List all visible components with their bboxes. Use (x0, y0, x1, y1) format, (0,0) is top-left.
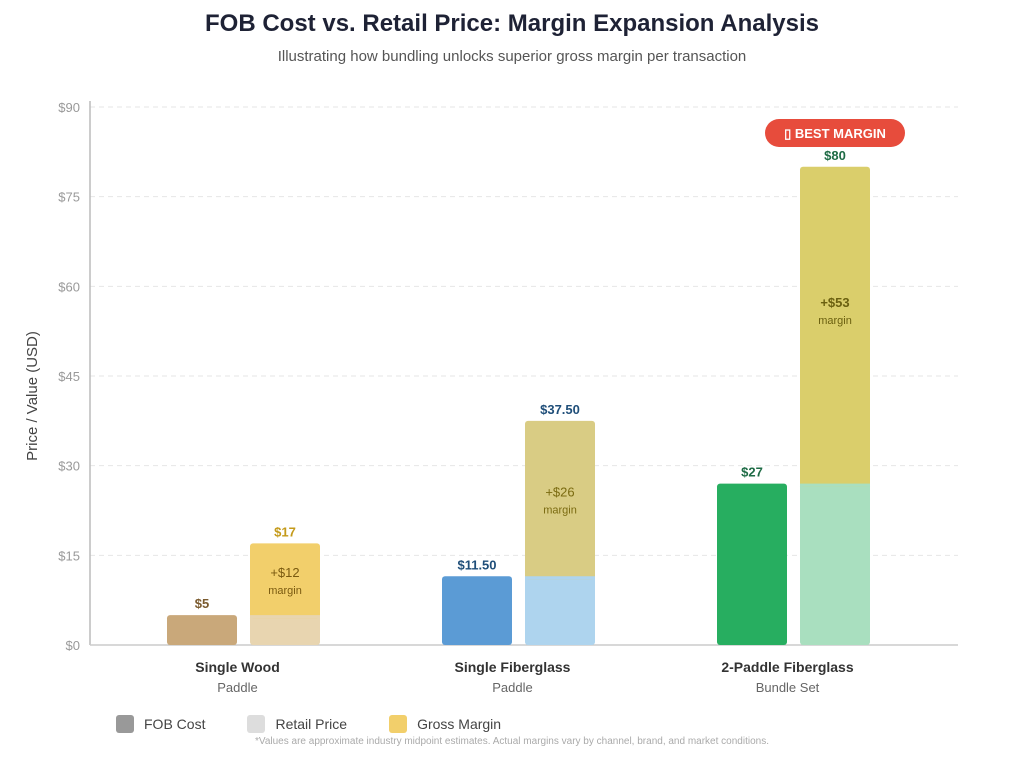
data-label-fob: $27 (741, 465, 763, 480)
bar-gross-margin (250, 543, 320, 619)
bar-retail-base-join (250, 615, 320, 619)
data-label-margin-sub: margin (818, 315, 852, 327)
y-tick-label: $15 (58, 548, 80, 563)
y-tick-label: $0 (66, 638, 80, 653)
bar-fob-cost (167, 615, 237, 645)
x-tick-sublabel: Bundle Set (756, 680, 820, 695)
data-label-retail: $17 (274, 524, 296, 539)
bar-fob-cost (442, 576, 512, 645)
x-tick-sublabel: Paddle (492, 680, 532, 695)
y-tick-label: $30 (58, 459, 80, 474)
legend-swatch-margin (389, 715, 408, 733)
data-label-margin: +$53 (820, 295, 849, 310)
legend-label-fob: FOB Cost (144, 716, 206, 732)
x-tick-label: 2-Paddle Fiberglass (721, 659, 853, 675)
chart-subtitle: Illustrating how bundling unlocks superi… (277, 48, 747, 65)
data-label-retail: $37.50 (540, 402, 580, 417)
y-axis-label: Price / Value (USD) (24, 331, 41, 461)
legend-label-retail: Retail Price (275, 716, 348, 732)
legend-label-margin: Gross Margin (417, 716, 502, 732)
data-label-margin-sub: margin (543, 505, 577, 517)
bar-retail-base (525, 576, 595, 645)
legend-item-margin: Gross Margin (389, 715, 501, 733)
data-label-retail: $80 (824, 148, 846, 163)
data-label-fob: $5 (195, 596, 209, 611)
x-tick-sublabel: Paddle (217, 680, 257, 695)
bar-gross-margin (800, 166, 870, 487)
x-tick-label: Single Wood (195, 659, 280, 675)
chart-title: FOB Cost vs. Retail Price: Margin Expans… (205, 10, 819, 37)
y-tick-label: $75 (58, 190, 80, 205)
data-label-margin: +$26 (545, 485, 574, 500)
bar-retail-base-join (525, 576, 595, 580)
data-label-margin: +$12 (270, 565, 299, 580)
legend: FOB Cost Retail Price Gross Margin (116, 715, 543, 733)
y-tick-label: $90 (58, 100, 80, 115)
bar-retail-base (250, 615, 320, 645)
y-tick-label: $60 (58, 279, 80, 294)
data-label-fob: $11.50 (457, 557, 496, 572)
bar-retail-base-join (800, 483, 870, 487)
legend-item-fob: FOB Cost (116, 715, 205, 733)
x-tick-label: Single Fiberglass (455, 659, 571, 675)
best-margin-badge (765, 119, 905, 147)
y-tick-label: $45 (58, 369, 80, 384)
legend-swatch-fob (116, 715, 134, 733)
legend-item-retail: Retail Price (247, 715, 347, 733)
data-label-margin-sub: margin (268, 585, 302, 597)
bar-fob-cost (717, 483, 787, 645)
bar-gross-margin (525, 420, 595, 580)
bar-retail-base (800, 483, 870, 645)
legend-swatch-retail (247, 715, 266, 733)
footnote: *Values are approximate industry midpoin… (255, 736, 769, 747)
best-margin-badge-text: ▯ BEST MARGIN (784, 126, 886, 141)
